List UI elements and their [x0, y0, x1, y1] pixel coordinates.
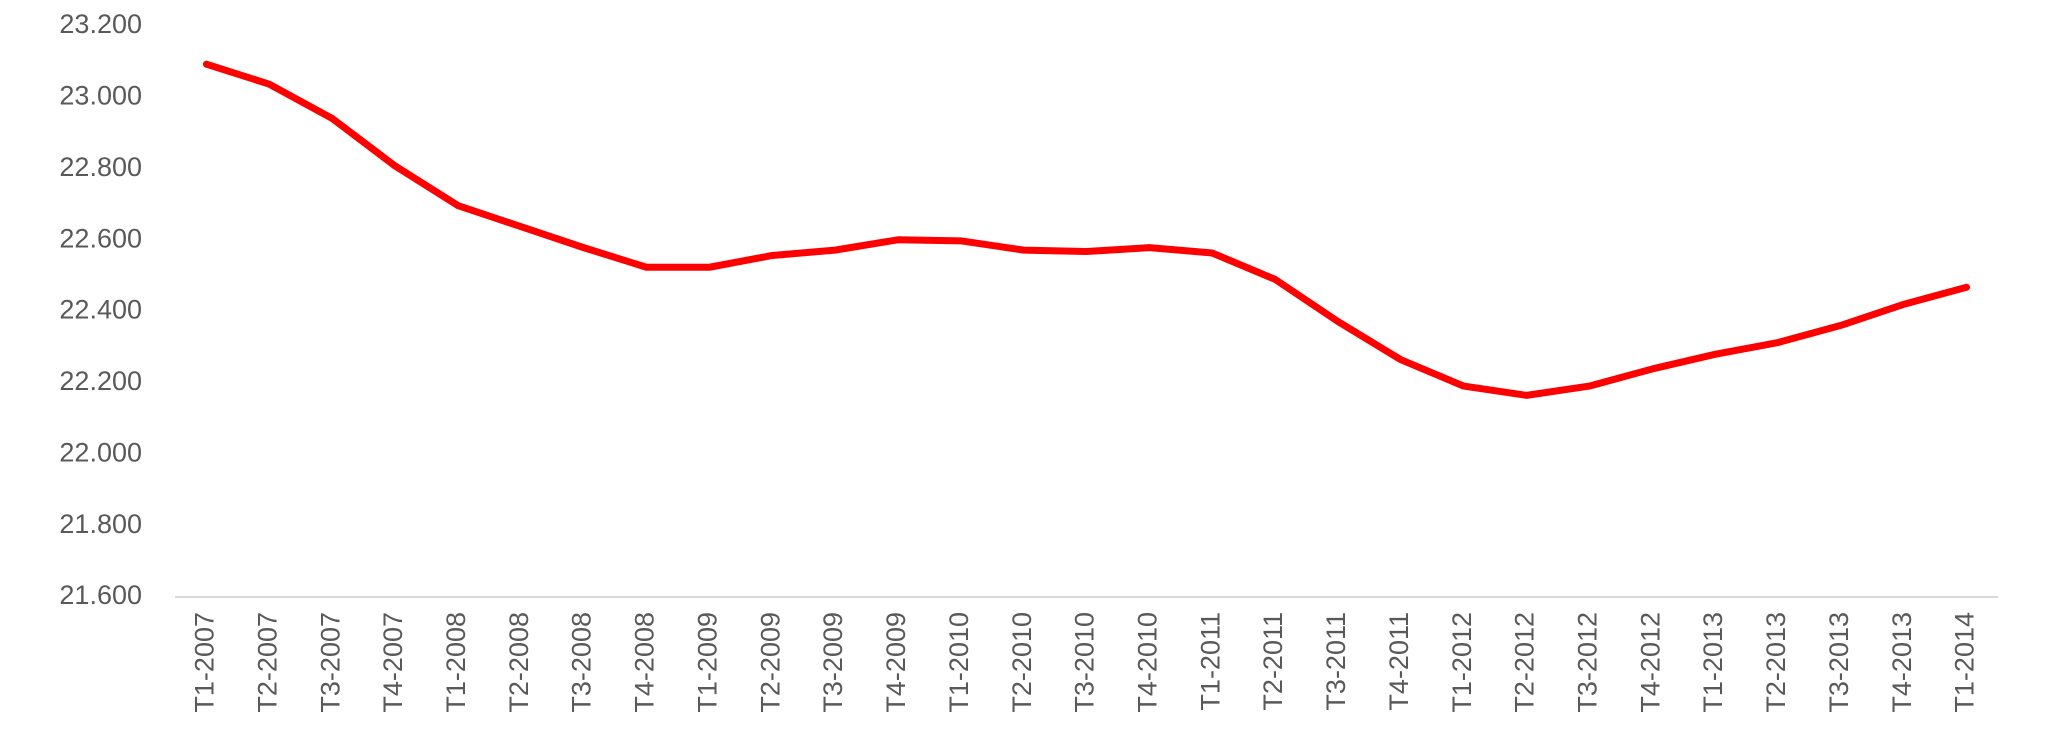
y-tick-label: 22.800 — [59, 152, 142, 182]
y-tick-label: 22.600 — [59, 223, 142, 253]
x-tick-label: T1-2014 — [1950, 612, 1980, 713]
x-tick-label: T3-2008 — [567, 612, 597, 713]
x-tick-label: T3-2013 — [1824, 612, 1854, 713]
x-tick-label: T4-2009 — [881, 612, 911, 713]
x-tick-label: T1-2010 — [944, 612, 974, 713]
x-tick-label: T1-2009 — [692, 612, 722, 713]
x-tick-label: T4-2008 — [630, 612, 660, 713]
x-tick-label: T4-2010 — [1132, 612, 1162, 713]
y-tick-label: 22.000 — [59, 437, 142, 467]
y-tick-label: 22.200 — [59, 366, 142, 396]
x-tick-label: T2-2013 — [1761, 612, 1791, 713]
x-tick-label: T4-2012 — [1635, 612, 1665, 713]
y-tick-label: 21.600 — [59, 580, 142, 610]
y-tick-label: 23.000 — [59, 81, 142, 111]
x-tick-label: T3-2010 — [1070, 612, 1100, 713]
x-tick-label: T4-2007 — [378, 612, 408, 713]
x-tick-label: T1-2007 — [190, 612, 220, 713]
x-tick-label: T2-2007 — [252, 612, 282, 713]
y-tick-label: 22.400 — [59, 295, 142, 325]
line-series — [202, 60, 1971, 399]
x-tick-label: T3-2011 — [1321, 612, 1351, 711]
x-tick-label: T3-2007 — [315, 612, 345, 713]
x-tick-label: T2-2008 — [504, 612, 534, 713]
x-tick-label: T4-2013 — [1887, 612, 1917, 713]
x-tick-label: T2-2012 — [1510, 612, 1540, 713]
x-tick-label: T2-2010 — [1007, 612, 1037, 713]
x-tick-label: T1-2013 — [1698, 612, 1728, 713]
x-tick-label: T1-2008 — [441, 612, 471, 713]
x-tick-label: T3-2012 — [1573, 612, 1603, 713]
x-tick-label: T1-2012 — [1447, 612, 1477, 713]
y-tick-label: 23.200 — [59, 9, 142, 39]
y-tick-label: 21.800 — [59, 509, 142, 539]
x-tick-label: T3-2009 — [818, 612, 848, 713]
x-tick-label: T2-2011 — [1258, 612, 1288, 711]
x-tick-label: T4-2011 — [1384, 612, 1414, 711]
x-tick-label: T2-2009 — [755, 612, 785, 713]
x-tick-label: T1-2011 — [1195, 612, 1225, 711]
